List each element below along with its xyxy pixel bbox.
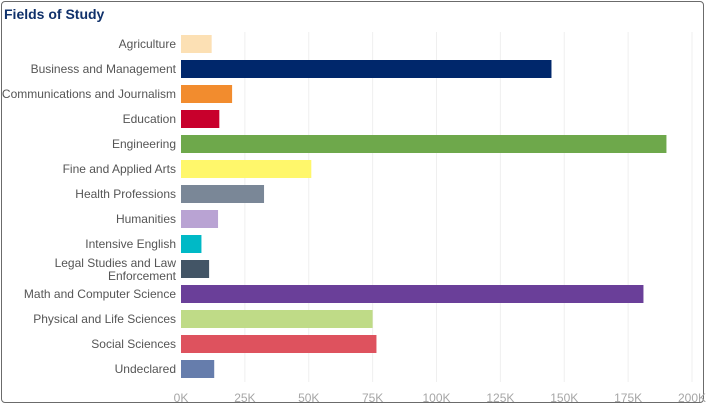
bar[interactable] [181, 85, 233, 103]
bar[interactable] [181, 60, 552, 78]
bar[interactable] [181, 360, 215, 378]
category-label: Communications and Journalism [2, 87, 176, 101]
labels-layer: Agriculture Business and Management Commun… [2, 37, 177, 376]
category-label: Humanities [116, 212, 176, 226]
bar[interactable] [181, 285, 644, 303]
bar[interactable] [181, 260, 210, 278]
bar[interactable] [181, 185, 265, 203]
x-tick-label: 75K [362, 391, 383, 405]
category-label: Social Sciences [91, 337, 176, 351]
category-label: Legal Studies and Law Enforcement [55, 256, 177, 283]
chart-title: Fields of Study [4, 6, 105, 22]
bar[interactable] [181, 110, 220, 128]
x-tick-label: 200K [678, 391, 706, 405]
category-label: Undeclared [115, 362, 176, 376]
category-label: Business and Management [31, 62, 177, 76]
category-label: Math and Computer Science [24, 287, 176, 301]
ticks-layer: 0K 25K 50K 75K 100K 125K 150K 175K 200K [174, 391, 706, 405]
category-label: Education [123, 112, 176, 126]
bar[interactable] [181, 235, 202, 253]
x-tick-label: 125K [486, 391, 514, 405]
grid-layer [244, 32, 693, 382]
bars-layer [181, 35, 667, 378]
category-label: Health Professions [75, 187, 176, 201]
category-label: Fine and Applied Arts [63, 162, 176, 176]
category-label: Intensive English [85, 237, 176, 251]
bar[interactable] [181, 135, 667, 153]
x-tick-label: 0K [174, 391, 189, 405]
bar[interactable] [181, 335, 377, 353]
x-tick-label: 175K [614, 391, 642, 405]
category-label: Agriculture [119, 37, 177, 51]
bar[interactable] [181, 310, 373, 328]
category-label: Engineering [112, 137, 176, 151]
category-label: Physical and Life Sciences [33, 312, 176, 326]
bar[interactable] [181, 210, 219, 228]
x-tick-label: 100K [422, 391, 450, 405]
x-tick-label: 50K [298, 391, 319, 405]
x-tick-label: 150K [550, 391, 578, 405]
x-tick-label: 25K [234, 391, 255, 405]
bar[interactable] [181, 160, 312, 178]
bar[interactable] [181, 35, 212, 53]
